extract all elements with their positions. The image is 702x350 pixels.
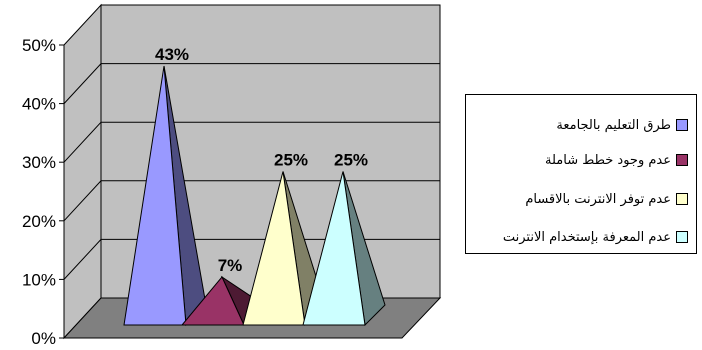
legend-item: طرق التعليم بالجامعة — [556, 115, 688, 135]
data-label: 7% — [218, 256, 243, 275]
chart-legend: طرق التعليم بالجامعة عدم وجود خطط شاملة … — [465, 94, 697, 254]
y-tick-label: 0% — [31, 329, 56, 348]
legend-swatch — [676, 154, 688, 166]
side-wall — [63, 3, 102, 340]
y-tick-label: 50% — [22, 36, 56, 55]
legend-swatch — [676, 231, 688, 243]
gridline — [63, 121, 440, 163]
data-label: 25% — [334, 151, 368, 170]
legend-label: عدم المعرفة بإستخدام الانترنت — [502, 229, 671, 245]
legend-label: عدم وجود خطط شاملة — [545, 152, 671, 168]
pyramid-front — [302, 171, 366, 326]
legend-item: عدم المعرفة بإستخدام الانترنت — [503, 227, 688, 247]
y-tick-label: 10% — [22, 270, 56, 289]
legend-label: عدم توفر الانترنت بالاقسام — [525, 191, 671, 207]
pyramid-chart: 0% 10% 20% 30% 40% 50% 43% 7% 25% 25% — [22, 3, 442, 348]
legend-label: طرق التعليم بالجامعة — [556, 117, 671, 133]
y-tick-label: 20% — [22, 212, 56, 231]
gridline — [63, 180, 440, 222]
pyramid-front — [123, 65, 187, 326]
data-label: 43% — [155, 45, 189, 64]
legend-item: عدم توفر الانترنت بالاقسام — [525, 189, 688, 209]
gridline — [63, 63, 440, 104]
pyramid-front — [180, 276, 245, 326]
legend-swatch — [676, 119, 688, 131]
y-tick-label: 30% — [22, 153, 56, 172]
legend-swatch — [676, 193, 688, 205]
y-tick-label: 40% — [22, 95, 56, 114]
data-label: 25% — [274, 151, 308, 170]
pyramid-front — [242, 171, 306, 326]
legend-item: عدم وجود خطط شاملة — [545, 150, 688, 170]
